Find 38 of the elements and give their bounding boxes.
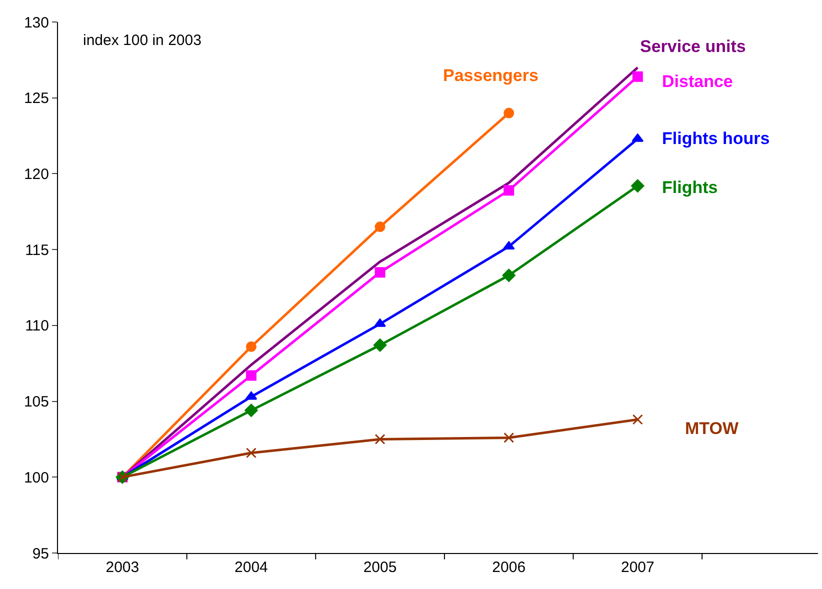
series-label: Service units [640, 37, 746, 56]
point [246, 448, 256, 458]
point [245, 391, 258, 400]
y-tick-label: 95 [32, 545, 49, 562]
text: MTOW [685, 419, 740, 438]
point [502, 268, 516, 282]
point [504, 432, 514, 443]
x-tick-label: 2003 [106, 559, 140, 576]
series-label: Flights hours [662, 129, 770, 148]
y-tick-label: 110 [25, 318, 49, 335]
point [246, 370, 256, 381]
x-tick-label: 2005 [363, 559, 397, 576]
annotation: index 100 in 2003 [83, 32, 202, 49]
point [632, 414, 643, 425]
x-tick-label: 2004 [234, 559, 268, 576]
y-tick-label: 125 [24, 90, 49, 108]
y-tick-label: 115 [25, 242, 49, 259]
y-tick-label: 130 [24, 14, 49, 32]
point [631, 179, 644, 192]
text: Passengers [443, 66, 538, 85]
point [374, 434, 386, 444]
x-tick-label: 2006 [492, 559, 526, 576]
y-tick-label: 105 [24, 394, 49, 411]
series-label: Flights [662, 178, 718, 197]
point [504, 185, 514, 196]
point [632, 71, 643, 82]
point [374, 267, 386, 278]
point [373, 338, 387, 352]
point [502, 241, 515, 250]
y-tick-label: 120 [24, 166, 49, 183]
point [246, 341, 256, 352]
y-tick-label: 100 [24, 469, 49, 486]
point [374, 318, 386, 327]
point [504, 108, 514, 118]
point [244, 404, 258, 417]
x-tick-label: 2007 [620, 559, 654, 576]
point [374, 222, 386, 232]
series-label: Distance [662, 72, 733, 91]
